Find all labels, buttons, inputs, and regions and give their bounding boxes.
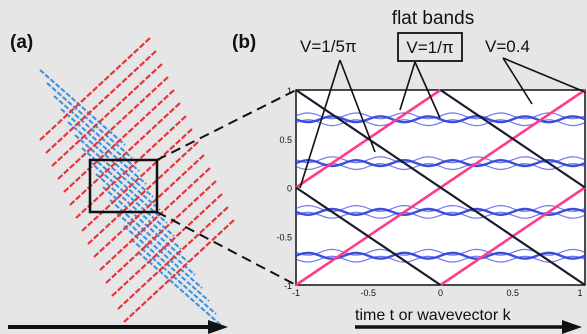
flat-band-line (295, 255, 586, 263)
panel-b-label: (b) (232, 32, 256, 53)
lattice-panel-a (39, 37, 235, 328)
y-tick-label: 0.5 (279, 135, 292, 145)
y-tick-label: 1 (287, 86, 292, 96)
x-tick-labels: -1 -0.5 0 0.5 1 (292, 288, 583, 298)
lattice-line-red (81, 128, 193, 232)
lattice-line-blue (137, 251, 224, 328)
lattice-line-red (123, 219, 235, 323)
zoom-line-bottom (156, 211, 297, 286)
zoom-line-top (156, 89, 297, 161)
flat-band-line (295, 204, 586, 213)
x-tick-label: -1 (292, 288, 300, 298)
lattice-line-red (105, 180, 217, 284)
lattice-line-blue (46, 82, 133, 159)
flat-bands-header: flat bands (392, 8, 474, 29)
lattice-line-red (75, 115, 187, 219)
panel-a-label: (a) (10, 32, 33, 53)
bottom-arrow-left-head (208, 320, 228, 334)
flat-band-line (295, 162, 586, 171)
lattice-line-red (93, 154, 205, 258)
flat-band-line (295, 158, 586, 168)
lattice-line-red (57, 76, 169, 180)
lattice-line-red (45, 50, 157, 154)
bottom-arrow-right-head (562, 320, 582, 334)
lattice-line-red (87, 141, 199, 245)
flat-band-line (295, 251, 586, 260)
y-tick-label: -1 (284, 281, 292, 291)
x-tick-label: -0.5 (360, 288, 376, 298)
lattice-line-blue (60, 108, 147, 185)
plot-lines (295, 88, 586, 287)
series-line-4 (295, 89, 586, 286)
lattice-line-blue (102, 186, 189, 263)
lattice-line-red (117, 206, 229, 310)
lattice-line-red (111, 193, 223, 297)
callout-line-1b (339, 59, 376, 153)
zoom-box (88, 158, 159, 214)
lattice-line-red (69, 102, 181, 206)
x-tick-label: 1 (577, 288, 582, 298)
callout-line-2a (399, 61, 416, 111)
callout-line-3a (502, 57, 533, 105)
series-line-6 (439, 89, 586, 189)
callout-v2: V=1/π (406, 38, 453, 57)
lattice-line-red (63, 89, 175, 193)
lattice-line-red (51, 63, 163, 167)
callout-lines (299, 57, 586, 189)
lattice-line-blue (39, 69, 126, 146)
lattice-line-red (39, 37, 151, 141)
x-tick-label: 0 (438, 288, 443, 298)
y-tick-label: 0 (287, 184, 292, 194)
flat-band-line (295, 207, 586, 217)
flat-band-line (295, 115, 586, 124)
flat-band-line (295, 156, 586, 164)
flat-band-line (295, 211, 586, 219)
callout-v2-box (397, 32, 463, 62)
lattice-line-blue (53, 95, 140, 172)
callout-line-3b (502, 57, 586, 93)
callout-line-1a (299, 59, 341, 189)
series-line-5 (295, 186, 442, 286)
y-tick-labels: 1 0.5 0 -0.5 -1 (276, 86, 292, 291)
x-axis-label: time t or wavevector k (355, 307, 512, 324)
callout-line-2b (414, 61, 441, 119)
flat-band-line (295, 112, 586, 120)
flat-bands (295, 112, 586, 263)
lattice-line-red (99, 167, 211, 271)
x-tick-label: 0.5 (506, 288, 519, 298)
y-tick-label: -0.5 (276, 232, 292, 242)
callout-v3: V=0.4 (485, 37, 530, 56)
callout-v1: V=1/5π (300, 37, 357, 56)
lattice-line-blue (74, 134, 161, 211)
